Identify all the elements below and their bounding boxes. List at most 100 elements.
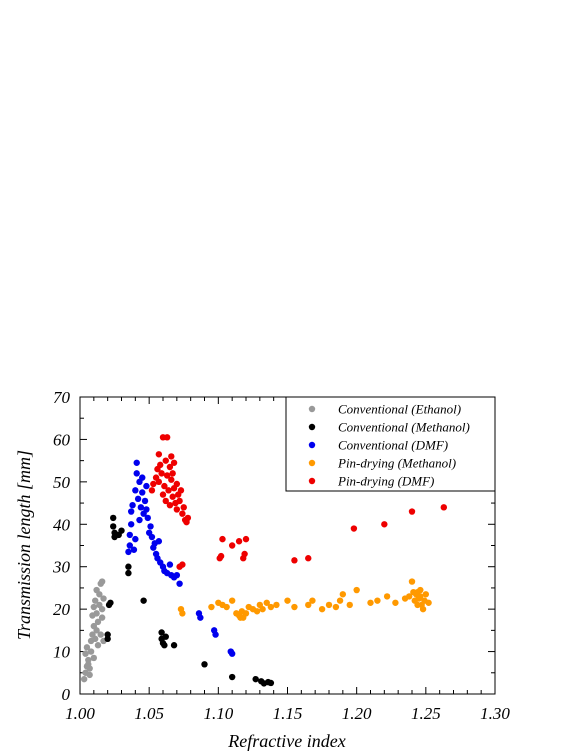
y-tick-label: 70 — [53, 388, 71, 407]
data-point — [93, 610, 100, 617]
data-point — [162, 457, 169, 464]
y-axis-label: Transmission length [mm] — [14, 450, 34, 640]
series-1 — [104, 514, 275, 687]
data-point — [158, 470, 165, 477]
data-point — [263, 599, 270, 606]
data-point — [127, 521, 135, 528]
data-point — [367, 599, 374, 606]
data-point — [228, 673, 236, 681]
data-point — [125, 548, 132, 556]
data-point — [253, 608, 261, 615]
data-point — [118, 527, 125, 534]
data-point — [228, 597, 236, 604]
legend-marker — [308, 459, 316, 467]
data-point — [414, 601, 421, 609]
data-point — [197, 614, 204, 621]
data-point — [94, 618, 102, 626]
data-point — [125, 563, 132, 570]
data-point — [141, 497, 149, 505]
data-point — [305, 555, 312, 562]
y-tick-label: 10 — [53, 643, 71, 662]
data-point — [305, 601, 312, 609]
data-point — [267, 679, 275, 687]
data-point — [212, 631, 219, 638]
data-point — [155, 538, 163, 545]
data-point — [132, 535, 139, 543]
data-point — [176, 497, 183, 505]
legend-label: Conventional (Methanol) — [338, 420, 470, 435]
data-point — [139, 474, 146, 481]
data-point — [170, 459, 178, 466]
data-point — [168, 476, 175, 483]
data-point — [162, 497, 169, 505]
data-point — [332, 603, 340, 611]
x-tick-label: 1.10 — [203, 704, 233, 723]
data-point — [177, 487, 185, 494]
data-point — [132, 487, 139, 494]
data-point — [417, 586, 424, 594]
data-point — [228, 542, 236, 549]
data-point — [139, 489, 146, 496]
data-point — [180, 504, 187, 511]
data-point — [408, 578, 416, 585]
data-point — [133, 470, 140, 477]
data-point — [90, 654, 98, 662]
x-tick-label: 1.05 — [134, 704, 164, 723]
data-point — [179, 561, 186, 568]
data-point — [127, 508, 135, 515]
data-point — [125, 569, 132, 577]
legend-label: Pin-drying (Methanol) — [337, 456, 456, 471]
data-point — [219, 535, 226, 543]
data-point — [440, 504, 448, 511]
x-tick-label: 1.30 — [480, 704, 510, 723]
data-point — [166, 463, 174, 471]
data-point — [143, 506, 150, 513]
data-point — [406, 593, 413, 600]
data-point — [173, 506, 181, 513]
data-point — [170, 642, 178, 649]
y-tick-label: 20 — [53, 600, 71, 619]
data-point — [173, 480, 181, 488]
data-point — [158, 629, 165, 636]
data-point — [110, 523, 117, 530]
data-point — [241, 550, 248, 558]
data-point — [346, 601, 353, 609]
data-point — [92, 635, 99, 643]
data-point — [143, 482, 150, 490]
data-point — [94, 642, 102, 649]
data-point — [136, 516, 143, 524]
data-point — [93, 627, 100, 634]
data-point — [169, 493, 176, 500]
data-point — [163, 434, 171, 441]
data-point — [93, 586, 100, 594]
data-point — [417, 593, 424, 600]
data-point — [419, 605, 427, 613]
data-points — [80, 434, 448, 687]
data-point — [184, 514, 192, 522]
data-point — [148, 487, 156, 494]
legend-box — [285, 396, 496, 492]
data-point — [217, 552, 225, 560]
data-point — [161, 482, 168, 490]
data-point — [92, 597, 99, 604]
x-tick-label: 1.20 — [342, 704, 372, 723]
data-point — [350, 525, 358, 532]
data-point — [339, 591, 347, 598]
data-point — [208, 603, 215, 611]
legend-label: Conventional (Ethanol) — [338, 402, 461, 417]
data-point — [353, 586, 360, 594]
data-point — [166, 561, 174, 568]
data-point — [422, 591, 430, 598]
data-point — [104, 631, 111, 638]
x-axis-label: Refractive index — [227, 731, 345, 751]
data-point — [228, 650, 236, 657]
data-point — [155, 478, 163, 486]
data-point — [291, 557, 298, 564]
data-point — [86, 671, 93, 679]
data-point — [223, 603, 230, 611]
data-point — [173, 572, 181, 579]
data-point — [90, 603, 98, 611]
data-point — [82, 650, 89, 657]
data-point — [107, 599, 114, 606]
